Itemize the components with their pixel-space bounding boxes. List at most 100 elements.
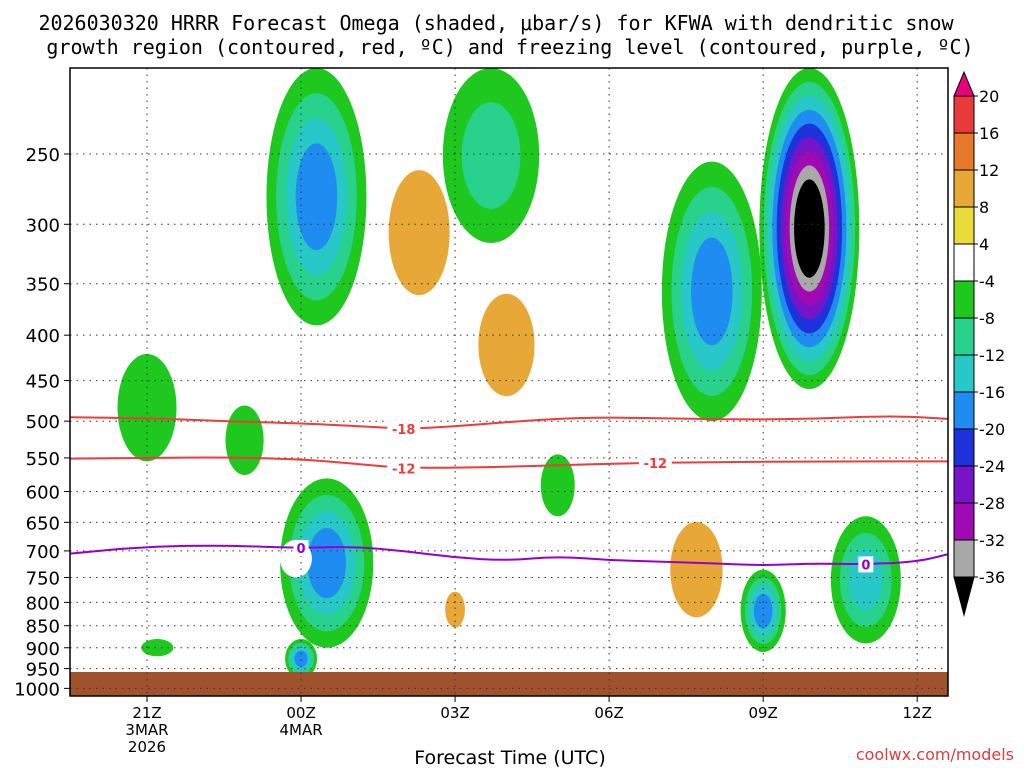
- omega-shade-neg16: [294, 650, 308, 668]
- ground-below-surface: [70, 672, 948, 696]
- x-tick-label: 00Z: [286, 704, 315, 722]
- omega-feature: [438, 580, 472, 640]
- colorbar-label: -4: [979, 272, 995, 291]
- contour-label-freezing_0: 0: [861, 558, 870, 573]
- omega-shading: [117, 68, 901, 679]
- y-tick-label: 500: [26, 412, 60, 433]
- x-tick-label: 06Z: [594, 704, 623, 722]
- chart-title-line1: 2026030320 HRRR Forecast Omega (shaded, …: [38, 11, 954, 35]
- contour-labels: -18 -12 -12 0 0: [293, 420, 874, 573]
- colorbar-band: [953, 502, 975, 541]
- colorbar-band: [953, 465, 975, 504]
- colorbar-label: -24: [979, 457, 1005, 476]
- omega-feature: [780, 457, 849, 583]
- omega-feature: [280, 478, 374, 648]
- contour-freezing_0: [70, 544, 948, 566]
- colorbar: 20 16 12 8 4 -4 -8 -12 -16 -20 -24 -28 -32 -36: [953, 70, 1005, 617]
- y-tick-label: 650: [26, 513, 60, 534]
- colorbar-label: 4: [979, 235, 989, 254]
- colorbar-label: 20: [979, 87, 999, 106]
- colorbar-band: [953, 354, 975, 393]
- colorbar-label: 12: [979, 161, 999, 180]
- omega-shade-neg4: [540, 454, 575, 517]
- omega-shade-pos8: [670, 521, 723, 618]
- omega-feature: [285, 639, 318, 679]
- omega-shade-neg16: [307, 527, 347, 599]
- omega-shade-pos4: [428, 649, 461, 673]
- colorbar-label: -20: [979, 420, 1005, 439]
- contour-label-bg: [638, 454, 672, 471]
- colorbar-band: [953, 95, 975, 134]
- plot-frame: [69, 67, 949, 697]
- omega-shade-pos4: [780, 457, 849, 583]
- y-tick-label: 350: [26, 275, 60, 296]
- x-axis-label: Forecast Time (UTC): [414, 747, 605, 768]
- omega-feature: [141, 639, 174, 657]
- omega-shade-pos8: [445, 591, 465, 628]
- omega-feature: [600, 169, 638, 237]
- omega-shade-neg8: [461, 102, 521, 209]
- colorbar-label: -8: [979, 309, 995, 328]
- omega-shade-pos4: [302, 363, 351, 451]
- x-tick-label: 4MAR: [279, 721, 322, 739]
- contour-dgz_-18: [70, 415, 948, 430]
- omega-feature: [225, 405, 264, 476]
- contour-label-dgz_-18: -18: [392, 423, 416, 438]
- colorbar-band: [953, 243, 975, 282]
- y-tick-label: 300: [26, 215, 60, 236]
- contour-label-bg: [387, 420, 421, 437]
- omega-shade-pos8: [478, 293, 535, 397]
- colorbar-label: -32: [979, 531, 1005, 550]
- omega-feature: [540, 454, 575, 517]
- colorbar-label: -36: [979, 568, 1005, 587]
- credit-text[interactable]: coolwx.com/models: [856, 745, 1014, 764]
- omega-feature: [577, 625, 610, 671]
- colorbar-band: [953, 169, 975, 208]
- x-tick-label: 2026: [128, 738, 166, 756]
- omega-shade-neg4: [141, 639, 174, 657]
- omega-feature: [266, 68, 367, 326]
- contour-label-dgz_-12: -12: [392, 462, 416, 477]
- y-tick-label: 950: [26, 660, 60, 681]
- omega-shade-pos4: [843, 376, 879, 441]
- contour-label-bg: [858, 556, 874, 573]
- omega-feature: [740, 569, 786, 653]
- omega-feature: [830, 516, 901, 644]
- y-tick-label: 750: [26, 568, 60, 589]
- x-tick-label: 09Z: [748, 704, 777, 722]
- colorbar-label: -12: [979, 346, 1005, 365]
- omega-shade-pos4: [176, 161, 241, 279]
- omega-feature: [369, 130, 470, 336]
- contour-label-bg: [387, 460, 421, 477]
- y-axis: 2503003504004505005506006507007508008509…: [14, 145, 70, 700]
- colorbar-label: 8: [979, 198, 989, 217]
- colorbar-band: [953, 391, 975, 430]
- colorbar-band: [953, 280, 975, 319]
- contour-label-bg: [293, 540, 309, 557]
- x-tick-label: 3MAR: [125, 721, 168, 739]
- contour-label-freezing_0: 0: [297, 542, 306, 557]
- y-tick-label: 400: [26, 326, 60, 347]
- chart-title-line2: growth region (contoured, red, ºC) and f…: [46, 35, 973, 59]
- omega-feature: [176, 161, 241, 279]
- colorbar-bottom-arrow: [953, 576, 975, 617]
- omega-shade-neg16: [691, 237, 733, 346]
- colorbar-band: [953, 539, 975, 578]
- omega-shade-neg4: [225, 405, 264, 476]
- colorbar-band: [953, 428, 975, 467]
- colorbar-label: -28: [979, 494, 1005, 513]
- x-tick-label: 21Z: [132, 704, 161, 722]
- y-tick-label: 900: [26, 639, 60, 660]
- grid-lines: [70, 68, 948, 696]
- y-tick-label: 700: [26, 542, 60, 563]
- omega-feature: [442, 68, 540, 244]
- y-tick-label: 600: [26, 482, 60, 503]
- omega-feature: [460, 261, 553, 429]
- colorbar-band: [953, 317, 975, 356]
- omega-shade-neg16: [753, 593, 773, 628]
- y-tick-label: 1000: [14, 679, 60, 700]
- omega-shade-pos4: [600, 169, 638, 237]
- colorbar-band: [953, 132, 975, 171]
